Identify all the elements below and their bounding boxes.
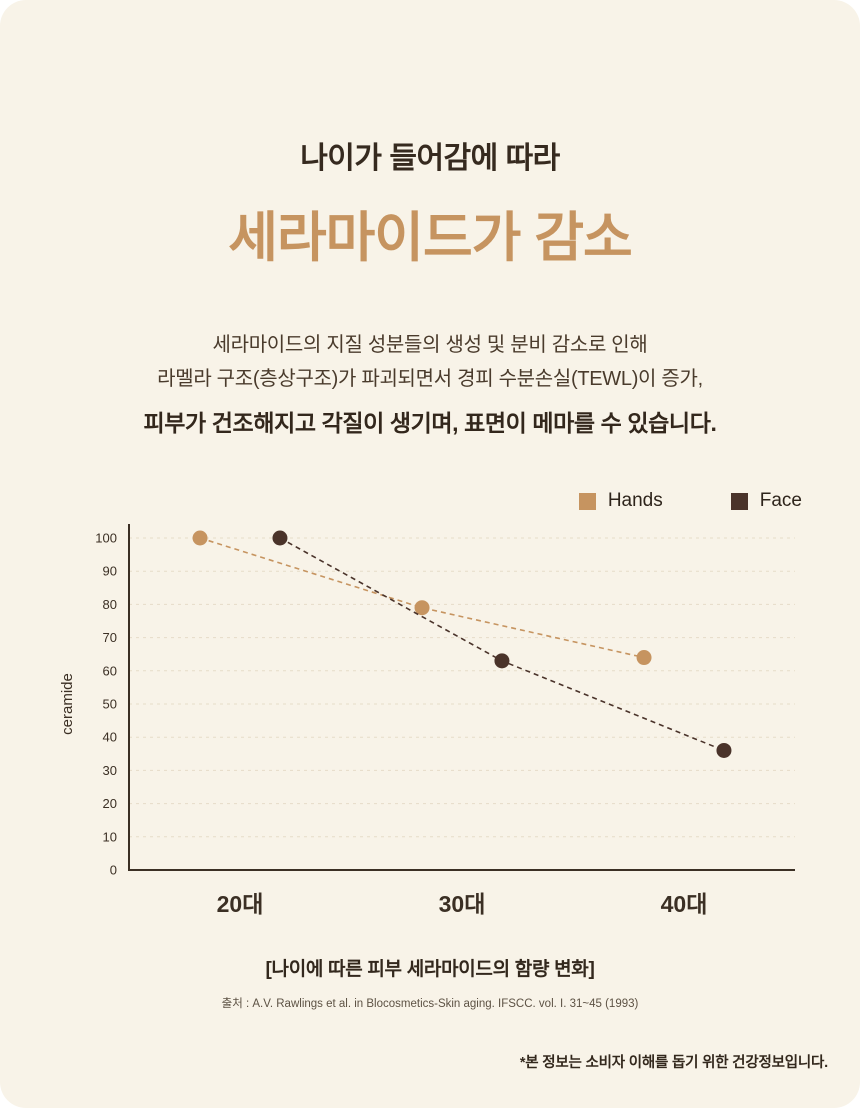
description-line-2: 라멜라 구조(층상구조)가 파괴되면서 경피 수분손실(TEWL)이 증가, bbox=[157, 368, 703, 390]
svg-text:80: 80 bbox=[103, 597, 117, 612]
svg-text:0: 0 bbox=[110, 863, 117, 878]
svg-text:40: 40 bbox=[103, 730, 117, 745]
svg-text:30대: 30대 bbox=[439, 891, 486, 917]
svg-text:100: 100 bbox=[95, 531, 117, 546]
svg-text:50: 50 bbox=[103, 697, 117, 712]
svg-text:20: 20 bbox=[103, 796, 117, 811]
ceramide-line-chart: 0 10 20 30 40 50 60 70 80 90 100 ceramide 20대 30대 40대 bbox=[55, 518, 805, 928]
description-emphasis: 피부가 건조해지고 각질이 생기며, 표면이 메마를 수 있습니다. bbox=[143, 410, 717, 436]
hands-swatch-icon bbox=[578, 492, 596, 510]
legend-label-hands: Hands bbox=[607, 490, 663, 511]
description-block: 세라마이드의 지질 성분들의 생성 및 분비 감소로 인해 라멜라 구조(층상구… bbox=[0, 328, 860, 438]
svg-text:ceramide: ceramide bbox=[59, 673, 76, 735]
svg-text:10: 10 bbox=[103, 829, 117, 844]
svg-text:60: 60 bbox=[103, 663, 117, 678]
svg-text:30: 30 bbox=[103, 763, 117, 778]
chart-area: 0 10 20 30 40 50 60 70 80 90 100 ceramide 20대 30대 40대 bbox=[0, 518, 860, 928]
page-title: 세라마이드가 감소 bbox=[228, 208, 632, 268]
source-citation: 출처 : A.V. Rawlings et al. in Blocosmetic… bbox=[221, 998, 639, 1010]
header: 나이가 들어감에 따라 세라마이드가 감소 bbox=[0, 0, 860, 272]
footer-disclaimer: *본 정보는 소비자 이해를 돕기 위한 건강정보입니다. bbox=[519, 1055, 828, 1071]
chart-legend: Hands Face bbox=[0, 490, 802, 512]
description-line-1: 세라마이드의 지질 성분들의 생성 및 분비 감소로 인해 bbox=[212, 334, 648, 356]
legend-item-face: Face bbox=[730, 490, 802, 512]
svg-text:90: 90 bbox=[103, 564, 117, 579]
svg-text:20대: 20대 bbox=[217, 891, 264, 917]
legend-label-face: Face bbox=[759, 490, 802, 511]
legend-item-hands: Hands bbox=[578, 490, 663, 512]
chart-caption: [나이에 따른 피부 세라마이드의 함량 변화] bbox=[265, 959, 595, 980]
svg-text:40대: 40대 bbox=[661, 891, 708, 917]
svg-text:70: 70 bbox=[103, 630, 117, 645]
face-swatch-icon bbox=[730, 492, 748, 510]
page-subtitle: 나이가 들어감에 따라 bbox=[300, 142, 560, 175]
